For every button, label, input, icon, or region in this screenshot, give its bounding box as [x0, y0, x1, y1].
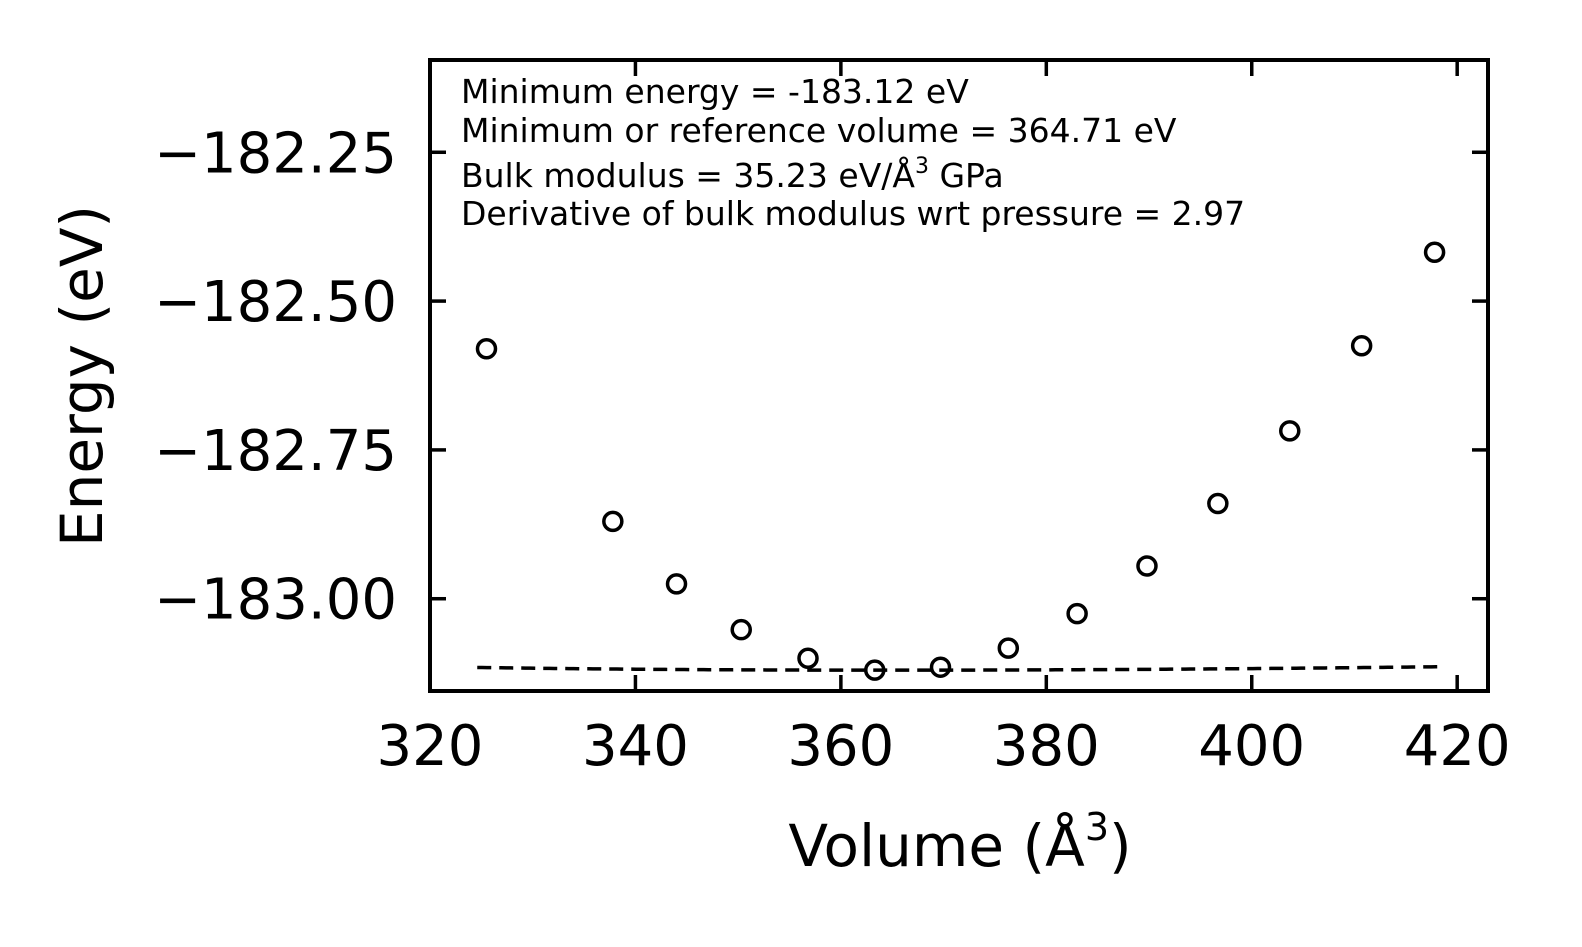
data-point-9	[1136, 555, 1158, 577]
y-tick-label-1: −182.50	[154, 270, 397, 335]
y-tick-label-2: −182.75	[154, 419, 397, 484]
annotation-min-volume: Minimum or reference volume = 364.71 eV	[461, 111, 1177, 150]
x-tick-label-360: 360	[787, 714, 894, 779]
data-point-12	[1350, 334, 1373, 357]
x-tick-label-420: 420	[1404, 714, 1511, 779]
annotation-min-energy: Minimum energy = -183.12 eV	[461, 72, 969, 111]
x-tick-label-320: 320	[377, 714, 484, 779]
data-point-10	[1207, 492, 1229, 515]
data-point-13	[1423, 241, 1446, 264]
data-point-8	[1066, 602, 1088, 625]
y-axis-title: Energy (eV)	[48, 205, 116, 547]
plot-layer	[428, 58, 1490, 693]
data-point-11	[1279, 420, 1301, 442]
data-point-4	[797, 647, 819, 670]
y-tick-label-3: −183.00	[154, 568, 397, 633]
fit-curve	[477, 664, 1441, 672]
data-point-3	[730, 618, 752, 641]
annotation-bulk-derivative: Derivative of bulk modulus wrt pressure …	[461, 194, 1245, 233]
x-axis-title: Volume (Å3)	[788, 805, 1131, 880]
data-point-6	[929, 656, 952, 678]
plot-frame	[428, 58, 1490, 693]
y-tick-label-0: −182.25	[154, 121, 397, 186]
x-tick-label-380: 380	[993, 714, 1100, 779]
annotation-bulk-modulus: Bulk modulus = 35.23 eV/Å3 GPa	[461, 154, 1004, 195]
data-point-5	[864, 659, 886, 681]
data-point-1	[602, 510, 624, 533]
marks-layer	[475, 241, 1446, 681]
data-point-2	[665, 573, 688, 595]
x-tick-label-340: 340	[582, 714, 689, 779]
data-point-0	[475, 337, 498, 360]
x-tick-label-400: 400	[1198, 714, 1305, 779]
ticks-layer: 320 340 360 380 400 420 −182.25 −182.50 −182.75 −…	[154, 60, 1511, 779]
data-point-7	[997, 637, 1020, 659]
